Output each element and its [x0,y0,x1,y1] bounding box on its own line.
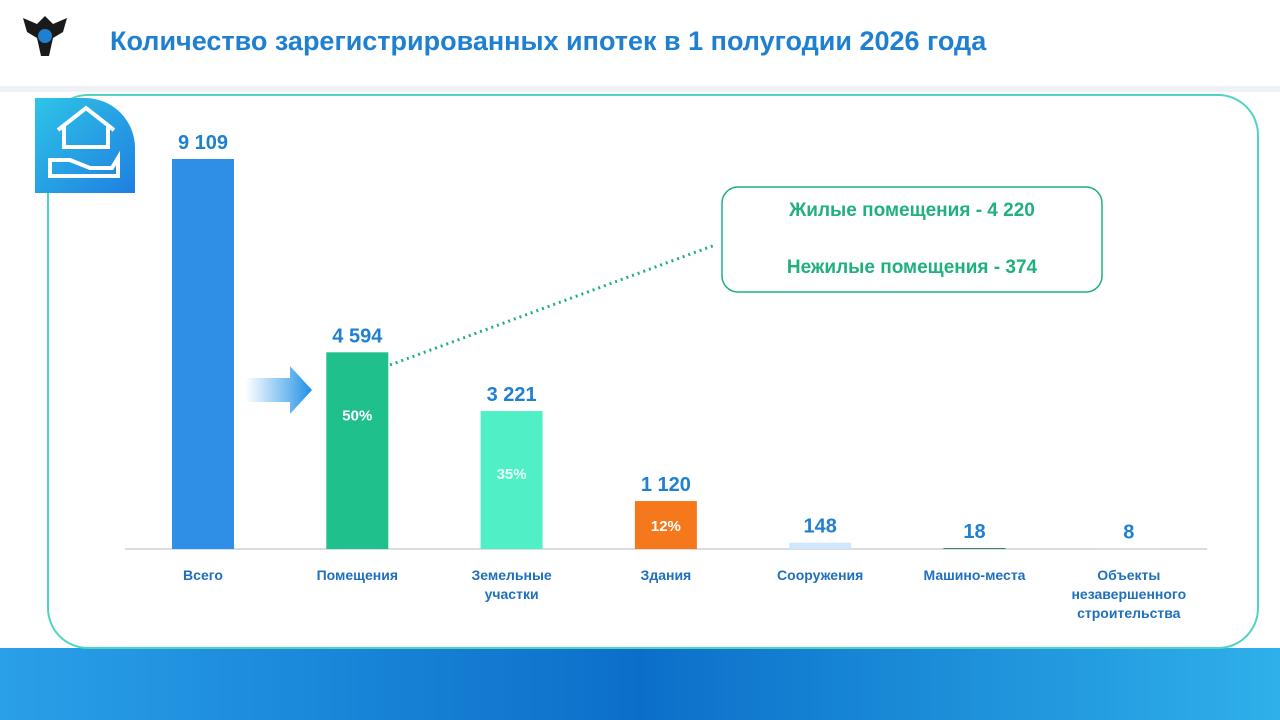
category-label: Всего [183,567,223,583]
header-rule [0,86,1280,92]
share-label: 12% [651,518,681,535]
connector [389,243,716,367]
callout-text: Жилые помещения - 4 220 [789,200,1035,221]
callout-text: Нежилые помещения - 374 [786,257,1038,278]
bar [789,542,852,549]
category-label: Объекты незавершенного строительства [1071,567,1187,621]
bar [480,411,543,549]
category-label: Здания [640,567,692,583]
callout-box [721,186,1103,293]
category-label: Земельные участки [471,567,552,602]
category-label: Помещения [316,567,398,583]
category-label: Машино-места [923,567,1026,583]
bar [634,501,697,549]
logo [23,16,67,56]
value-label: 18 [963,521,985,543]
value-label: 8 [1123,522,1134,544]
value-label: 148 [804,516,837,538]
slide-title: Количество зарегистрированных ипотек в 1… [110,26,987,56]
house-icon [48,105,120,178]
value-label: 9 109 [178,132,228,154]
share-label: 35% [497,466,527,483]
footer-band [0,648,1280,720]
bar [172,159,234,549]
bar [326,352,389,549]
category-label: Сооружения [777,567,864,583]
value-label: 1 120 [641,474,691,496]
value-label: 3 221 [487,384,537,406]
value-label: 4 594 [332,325,383,347]
bar [943,548,1006,549]
share-label: 50% [342,407,372,424]
arrow [245,366,312,414]
